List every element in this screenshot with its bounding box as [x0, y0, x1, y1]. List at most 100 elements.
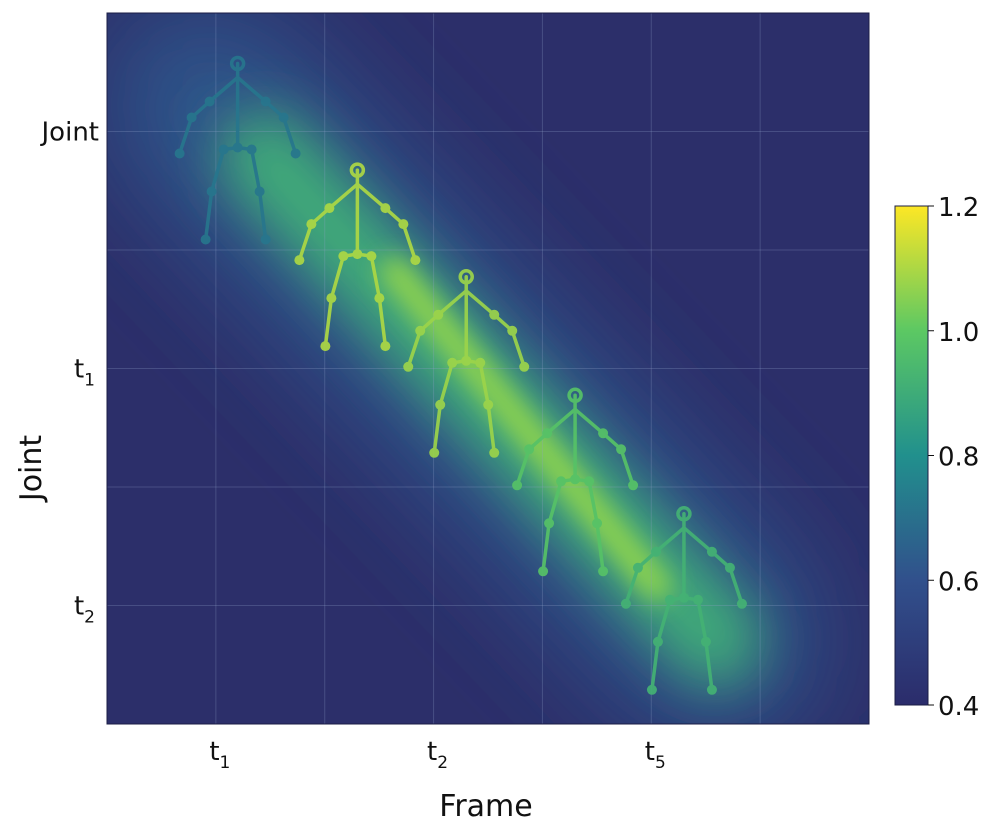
skeleton-bone — [329, 254, 346, 300]
y-axis-ticks: Joint t1 t2 — [40, 118, 99, 628]
skeleton-bone — [650, 640, 660, 692]
skeleton-joint — [544, 518, 555, 529]
skeleton-sequence — [174, 55, 747, 695]
x-tick-label: t1 — [209, 737, 230, 773]
skeleton-joint — [380, 203, 391, 214]
colorbar-ticks: 1.2 1.0 0.8 0.6 0.4 — [928, 193, 979, 722]
skeleton-joint — [324, 203, 335, 214]
skeleton-joint — [592, 518, 603, 529]
skeleton-joint — [616, 444, 627, 455]
skeleton-bone — [281, 115, 298, 156]
skeleton-joint — [692, 594, 703, 605]
skeleton-bone — [436, 289, 468, 317]
skeleton-bone — [541, 521, 551, 574]
skeleton-joint — [398, 219, 409, 230]
skeleton-joint — [306, 219, 317, 230]
skeleton-joint — [706, 546, 717, 557]
skeleton-joint — [290, 148, 301, 159]
skeleton-bone — [207, 75, 240, 104]
skeleton-joint — [538, 566, 549, 577]
skeleton-bone — [682, 526, 714, 554]
skeleton-bone — [510, 329, 526, 369]
skeleton-joint — [646, 684, 657, 695]
y-tick-label: Joint — [40, 118, 99, 148]
skeleton-bone — [515, 447, 531, 488]
skeleton-joint — [380, 341, 391, 352]
skeleton-joint — [410, 255, 421, 266]
skeleton-joint — [598, 428, 609, 439]
skeleton-joint — [246, 144, 257, 155]
skeleton-joint — [366, 251, 377, 262]
skeleton-joint — [628, 480, 639, 491]
x-tick-label: t2 — [427, 737, 448, 773]
skeleton-joint — [556, 476, 567, 487]
skeleton-bone — [432, 403, 442, 455]
skeleton-bone — [624, 566, 640, 606]
skeleton-joint — [320, 341, 331, 352]
skeleton-joint — [598, 566, 609, 577]
skeleton-joint — [632, 562, 643, 573]
skeleton-bone — [355, 182, 388, 210]
skeleton-figure-2 — [294, 162, 421, 352]
skeleton-bone — [249, 147, 262, 194]
skeleton-joint — [483, 399, 494, 410]
skeleton-bone — [619, 447, 635, 488]
skeleton-joint — [294, 255, 305, 266]
skeleton-head — [676, 506, 692, 522]
skeleton-joint — [519, 361, 530, 372]
skeleton-bone — [323, 296, 334, 348]
skeleton-joint — [447, 357, 458, 368]
skeleton-bone — [177, 115, 194, 156]
colorbar: 1.2 1.0 0.8 0.6 0.4 — [894, 193, 979, 722]
x-axis-label: Frame — [439, 789, 532, 824]
skeleton-bone — [547, 479, 563, 526]
skeleton-bone — [377, 296, 388, 348]
skeleton-head — [229, 55, 246, 72]
skeleton-bone — [728, 566, 744, 606]
plot-area — [107, 13, 869, 724]
skeleton-figure-3 — [403, 269, 530, 458]
skeleton-head — [458, 269, 474, 285]
y-tick-label: t2 — [74, 592, 95, 628]
skeleton-joint — [338, 251, 349, 262]
plot-frame — [106, 12, 870, 725]
colorbar-tick-label: 1.2 — [938, 193, 979, 223]
heat-band-core — [379, 256, 672, 602]
skeleton-bone — [587, 479, 599, 526]
skeleton-bone — [486, 403, 496, 455]
skeleton-joint — [186, 112, 197, 123]
skeleton-head — [567, 387, 583, 404]
skeleton-bone — [438, 361, 454, 407]
skeleton-joint — [232, 142, 243, 153]
skeleton-joint — [326, 293, 337, 304]
grid — [107, 13, 869, 724]
colorbar-tick-label: 0.6 — [938, 567, 979, 597]
x-axis-ticks: t1 t2 t5 — [209, 737, 665, 773]
skeleton-head — [349, 162, 366, 178]
skeleton-joint — [650, 546, 661, 557]
skeleton-joint — [489, 447, 500, 458]
heat-band — [107, 13, 817, 724]
skeleton-bone — [209, 147, 226, 194]
skeleton-joint — [278, 112, 289, 123]
skeleton-joint — [254, 186, 265, 197]
skeleton-bone — [401, 222, 418, 262]
skeleton-joint — [507, 325, 518, 336]
skeleton-joint — [736, 598, 747, 609]
skeleton-bone — [478, 361, 490, 407]
skeleton-joint — [433, 309, 444, 320]
skeleton-joint — [678, 592, 689, 603]
colorbar-tick-label: 0.4 — [938, 692, 979, 722]
skeleton-bone — [573, 407, 605, 436]
skeleton-joint — [374, 293, 385, 304]
skeleton-joint — [512, 480, 523, 491]
skeleton-bone — [203, 189, 214, 242]
skeleton-joint — [620, 598, 631, 609]
skeleton-joint — [204, 96, 215, 107]
skeleton-joint — [664, 594, 675, 605]
skeleton-joint — [524, 444, 535, 455]
skeleton-bone — [696, 598, 708, 644]
y-tick-label: t1 — [74, 355, 95, 391]
skeleton-joint — [174, 148, 185, 159]
skeleton-bone — [545, 407, 577, 436]
